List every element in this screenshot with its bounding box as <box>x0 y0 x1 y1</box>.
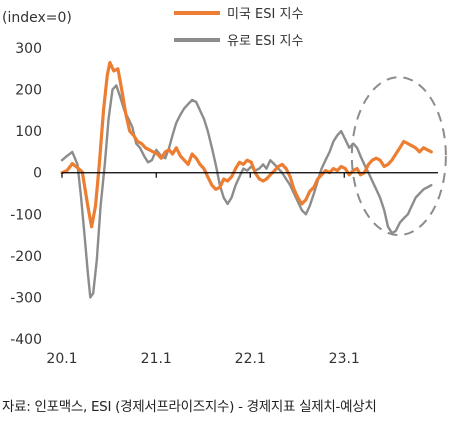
esi-line-chart: (index=0) 미국 ESI 지수 유로 ESI 지수 300 200 100 0… <box>2 7 447 367</box>
source-note: 자료: 인포맥스, ESI (경제서프라이즈지수) - 경제지표 실제치-예상치 <box>2 399 377 415</box>
x-tick-label: 23.1 <box>329 351 360 367</box>
highlight-ellipse <box>350 76 447 237</box>
y-tick-label: -200 <box>10 249 42 265</box>
legend: 미국 ESI 지수 유로 ESI 지수 <box>174 7 303 49</box>
x-tick-label: 22.1 <box>235 351 266 367</box>
series-layer <box>60 60 433 299</box>
legend-label-euro: 유로 ESI 지수 <box>227 34 303 49</box>
x-tick-label: 20.1 <box>46 351 77 367</box>
y-axis-ticks: 300 200 100 0 -100 -200 -300 -400 <box>10 41 42 348</box>
y-tick-label: -300 <box>10 290 42 306</box>
series-line-us <box>60 60 433 229</box>
y-tick-label: 200 <box>15 83 42 99</box>
y-tick-label: 300 <box>15 41 42 57</box>
y-tick-label: -100 <box>10 207 42 223</box>
x-tick-label: 21.1 <box>141 351 172 367</box>
y-tick-label: 0 <box>33 166 42 182</box>
y-tick-label: 100 <box>15 124 42 140</box>
series-line-euro <box>60 84 433 299</box>
x-axis-ticks: 20.1 21.1 22.1 23.1 <box>46 172 360 367</box>
y-unit-label: (index=0) <box>2 10 72 26</box>
y-tick-label: -400 <box>10 332 42 348</box>
legend-label-us: 미국 ESI 지수 <box>227 7 303 22</box>
